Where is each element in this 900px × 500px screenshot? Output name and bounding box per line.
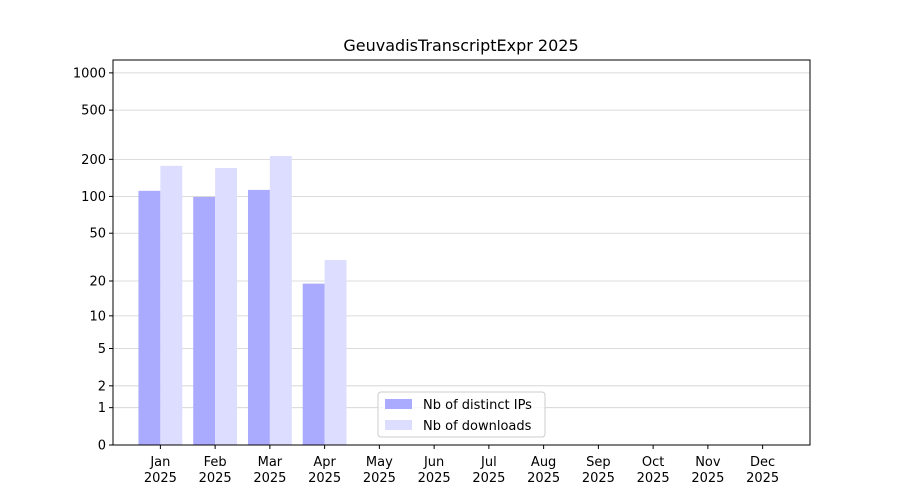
bar: [269, 155, 292, 445]
legend-swatch: [385, 420, 412, 430]
y-tick-label: 2: [98, 379, 106, 394]
y-tick-label: 20: [89, 275, 106, 290]
x-tick-label: Aug 2025: [527, 455, 560, 486]
y-tick-label: 200: [81, 153, 106, 168]
legend-box: [377, 391, 546, 438]
y-tick-label: 0: [98, 439, 106, 454]
plot-frame: [112, 59, 811, 446]
bar: [324, 260, 347, 445]
legend-swatch: [385, 399, 412, 409]
x-tick-label: Feb 2025: [199, 455, 232, 486]
x-tick-label: Jul 2025: [472, 455, 505, 486]
y-tick-label: 50: [89, 227, 106, 242]
x-tick-label: May 2025: [363, 455, 396, 486]
y-tick-label: 5: [98, 342, 106, 357]
bar: [302, 283, 325, 445]
x-tick-label: Mar 2025: [253, 455, 286, 486]
x-tick-label: Jun 2025: [418, 455, 451, 486]
y-tick-label: 10: [89, 309, 106, 324]
bar: [193, 196, 216, 445]
x-tick-label: Sep 2025: [582, 455, 615, 486]
y-tick-label: 1000: [73, 66, 106, 81]
y-tick-label: 100: [81, 190, 106, 205]
x-tick-label: Apr 2025: [308, 455, 341, 486]
chart-title: GeuvadisTranscriptExpr 2025: [343, 36, 578, 55]
x-tick-label: Oct 2025: [637, 455, 670, 486]
bar: [247, 189, 270, 445]
bar: [138, 190, 161, 445]
y-tick-label: 500: [81, 104, 106, 119]
bar: [215, 168, 238, 446]
bar: [160, 165, 183, 445]
x-tick-label: Nov 2025: [691, 455, 724, 486]
legend-label: Nb of distinct IPs: [423, 398, 532, 413]
y-tick-label: 1: [98, 401, 106, 416]
legend-label: Nb of downloads: [423, 419, 532, 434]
x-tick-label: Dec 2025: [746, 455, 779, 486]
x-tick-label: Jan 2025: [144, 455, 177, 486]
